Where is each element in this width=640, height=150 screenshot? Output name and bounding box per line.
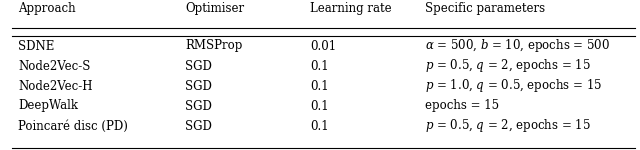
Text: SGD: SGD	[185, 80, 212, 93]
Text: $p$ = 0.5, $q$ = 2, epochs = 15: $p$ = 0.5, $q$ = 2, epochs = 15	[425, 117, 591, 135]
Text: Specific parameters: Specific parameters	[425, 2, 545, 15]
Text: 0.01: 0.01	[310, 39, 336, 52]
Text: 0.1: 0.1	[310, 99, 328, 112]
Text: $p$ = 1.0, $q$ = 0.5, epochs = 15: $p$ = 1.0, $q$ = 0.5, epochs = 15	[425, 78, 602, 94]
Text: DeepWalk: DeepWalk	[18, 99, 78, 112]
Text: Node2Vec-H: Node2Vec-H	[18, 80, 93, 93]
Text: RMSProp: RMSProp	[185, 39, 243, 52]
Text: Optimiser: Optimiser	[185, 2, 244, 15]
Text: SGD: SGD	[185, 99, 212, 112]
Text: 0.1: 0.1	[310, 60, 328, 72]
Text: Learning rate: Learning rate	[310, 2, 392, 15]
Text: SGD: SGD	[185, 120, 212, 132]
Text: 0.1: 0.1	[310, 80, 328, 93]
Text: Node2Vec-S: Node2Vec-S	[18, 60, 90, 72]
Text: $\alpha$ = 500, $b$ = 10, epochs = 500: $\alpha$ = 500, $b$ = 10, epochs = 500	[425, 38, 610, 54]
Text: Approach: Approach	[18, 2, 76, 15]
Text: 0.1: 0.1	[310, 120, 328, 132]
Text: epochs = 15: epochs = 15	[425, 99, 499, 112]
Text: SGD: SGD	[185, 60, 212, 72]
Text: $p$ = 0.5, $q$ = 2, epochs = 15: $p$ = 0.5, $q$ = 2, epochs = 15	[425, 57, 591, 75]
Text: Poincaré disc (PD): Poincaré disc (PD)	[18, 120, 128, 132]
Text: SDNE: SDNE	[18, 39, 54, 52]
